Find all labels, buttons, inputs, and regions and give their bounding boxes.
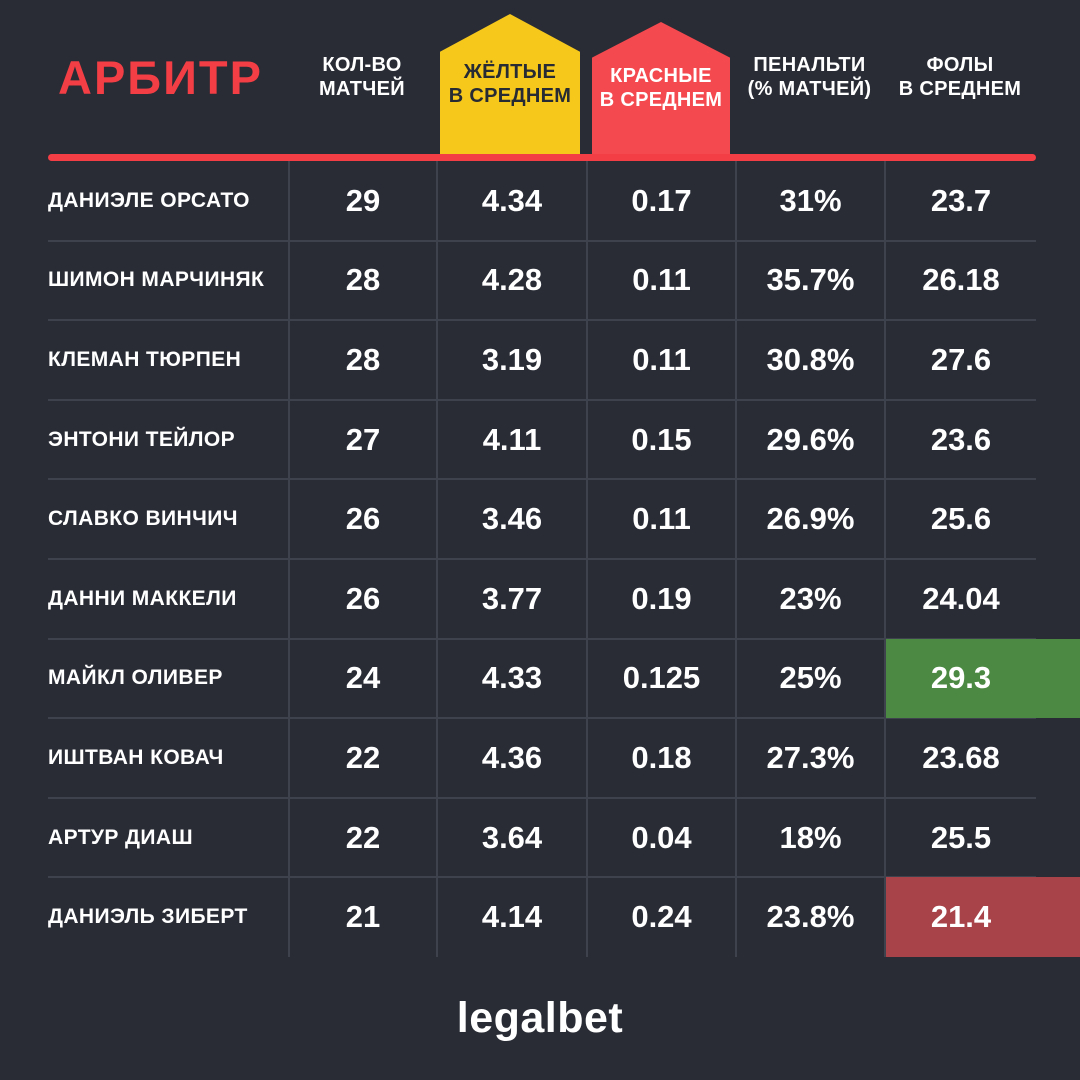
fouls-avg-cell: 25.6 bbox=[884, 479, 1080, 559]
red-cards-badge: КРАСНЫЕ В СРЕДНЕМ bbox=[592, 22, 730, 154]
yellow-avg-cell: 3.19 bbox=[436, 320, 586, 400]
matches-cell: 28 bbox=[288, 240, 436, 321]
fouls-avg-cell: 25.5 bbox=[884, 797, 1080, 878]
fouls-avg-cell: 23.68 bbox=[884, 718, 1080, 798]
fouls-avg-cell: 23.6 bbox=[884, 399, 1080, 480]
penalty-pct-cell: 35.7% bbox=[735, 240, 884, 321]
fouls-avg-cell: 26.18 bbox=[884, 240, 1080, 321]
penalty-pct-cell: 30.8% bbox=[735, 320, 884, 400]
table-row: ДАННИ МАККЕЛИ 26 3.77 0.19 23% 24.04 bbox=[0, 558, 1080, 640]
penalty-pct-cell: 27.3% bbox=[735, 718, 884, 798]
referee-name-cell: МАЙКЛ ОЛИВЕР bbox=[48, 666, 223, 690]
referee-name-cell: ДАННИ МАККЕЛИ bbox=[48, 586, 237, 610]
red-avg-cell: 0.11 bbox=[586, 320, 735, 400]
red-avg-cell: 0.24 bbox=[586, 877, 735, 957]
referee-name-cell: СЛАВКО ВИНЧИЧ bbox=[48, 507, 238, 531]
table-row: ШИМОН МАРЧИНЯК 28 4.28 0.11 35.7% 26.18 bbox=[0, 240, 1080, 321]
penalty-pct-cell: 29.6% bbox=[735, 399, 884, 480]
yellow-avg-cell: 4.36 bbox=[436, 718, 586, 798]
penalty-pct-cell: 26.9% bbox=[735, 479, 884, 559]
penalty-pct-cell: 25% bbox=[735, 638, 884, 719]
matches-cell: 28 bbox=[288, 320, 436, 400]
fouls-avg-cell: 23.7 bbox=[884, 161, 1080, 241]
table-row: АРТУР ДИАШ 22 3.64 0.04 18% 25.5 bbox=[0, 797, 1080, 878]
matches-cell: 22 bbox=[288, 718, 436, 798]
referee-name-cell: АРТУР ДИАШ bbox=[48, 825, 193, 849]
page-title: АРБИТР bbox=[58, 50, 263, 104]
yellow-avg-cell: 4.33 bbox=[436, 638, 586, 719]
referee-name-cell: ШИМОН МАРЧИНЯК bbox=[48, 268, 265, 292]
referee-name-cell: ИШТВАН КОВАЧ bbox=[48, 745, 224, 769]
column-header-yellow-avg: ЖЁЛТЫЕ В СРЕДНЕМ bbox=[448, 60, 572, 107]
yellow-cards-badge: ЖЁЛТЫЕ В СРЕДНЕМ bbox=[440, 14, 580, 154]
header-underline bbox=[48, 154, 1036, 161]
red-avg-cell: 0.11 bbox=[586, 240, 735, 321]
penalty-pct-cell: 18% bbox=[735, 797, 884, 878]
penalty-pct-cell: 23% bbox=[735, 558, 884, 639]
table-header: АРБИТР КОЛ-ВО МАТЧЕЙ ЖЁЛТЫЕ В СРЕДНЕМ КР… bbox=[0, 0, 1080, 161]
matches-cell: 26 bbox=[288, 479, 436, 559]
table-row: ДАНИЭЛЕ ОРСАТО 29 4.34 0.17 31% 23.7 bbox=[0, 161, 1080, 242]
red-avg-cell: 0.125 bbox=[586, 638, 735, 719]
footer: legalbet bbox=[0, 957, 1080, 1080]
legalbet-logo: legalbet bbox=[456, 994, 624, 1042]
yellow-avg-cell: 3.64 bbox=[436, 797, 586, 878]
yellow-avg-cell: 3.77 bbox=[436, 558, 586, 639]
table-body: ДАНИЭЛЕ ОРСАТО 29 4.34 0.17 31% 23.7 ШИМ… bbox=[0, 161, 1080, 957]
column-header-penalty-pct: ПЕНАЛЬТИ (% МАТЧЕЙ) bbox=[747, 53, 872, 100]
fouls-avg-cell: 24.04 bbox=[884, 558, 1080, 639]
table-row: СЛАВКО ВИНЧИЧ 26 3.46 0.11 26.9% 25.6 bbox=[0, 479, 1080, 560]
table-row: КЛЕМАН ТЮРПЕН 28 3.19 0.11 30.8% 27.6 bbox=[0, 320, 1080, 401]
column-header-fouls-avg: ФОЛЫ В СРЕДНЕМ bbox=[898, 53, 1022, 100]
penalty-pct-cell: 31% bbox=[735, 161, 884, 241]
referee-name-cell: ДАНИЭЛЬ ЗИБЕРТ bbox=[48, 905, 248, 929]
fouls-avg-cell: 27.6 bbox=[884, 320, 1080, 400]
red-avg-cell: 0.04 bbox=[586, 797, 735, 878]
table-row: ИШТВАН КОВАЧ 22 4.36 0.18 27.3% 23.68 bbox=[0, 718, 1080, 799]
matches-cell: 21 bbox=[288, 877, 436, 957]
yellow-avg-cell: 4.11 bbox=[436, 399, 586, 480]
matches-cell: 24 bbox=[288, 638, 436, 719]
yellow-avg-cell: 3.46 bbox=[436, 479, 586, 559]
red-avg-cell: 0.15 bbox=[586, 399, 735, 480]
column-header-matches: КОЛ-ВО МАТЧЕЙ bbox=[319, 53, 405, 100]
matches-cell: 22 bbox=[288, 797, 436, 878]
referee-name-cell: ДАНИЭЛЕ ОРСАТО bbox=[48, 188, 250, 212]
fouls-avg-cell: 21.4 bbox=[884, 877, 1080, 957]
red-avg-cell: 0.19 bbox=[586, 558, 735, 639]
matches-cell: 26 bbox=[288, 558, 436, 639]
penalty-pct-cell: 23.8% bbox=[735, 877, 884, 957]
fouls-avg-cell: 29.3 bbox=[884, 638, 1080, 719]
red-avg-cell: 0.11 bbox=[586, 479, 735, 559]
yellow-avg-cell: 4.34 bbox=[436, 161, 586, 241]
table-row: МАЙКЛ ОЛИВЕР 24 4.33 0.125 25% 29.3 bbox=[0, 638, 1080, 719]
referee-name-cell: КЛЕМАН ТЮРПЕН bbox=[48, 347, 242, 371]
red-avg-cell: 0.18 bbox=[586, 718, 735, 798]
referee-name-cell: ЭНТОНИ ТЕЙЛОР bbox=[48, 427, 236, 451]
matches-cell: 29 bbox=[288, 161, 436, 241]
yellow-avg-cell: 4.14 bbox=[436, 877, 586, 957]
column-header-red-avg: КРАСНЫЕ В СРЕДНЕМ bbox=[599, 64, 723, 111]
table-row: ЭНТОНИ ТЕЙЛОР 27 4.11 0.15 29.6% 23.6 bbox=[0, 399, 1080, 480]
red-avg-cell: 0.17 bbox=[586, 161, 735, 241]
table-row: ДАНИЭЛЬ ЗИБЕРТ 21 4.14 0.24 23.8% 21.4 bbox=[0, 877, 1080, 957]
matches-cell: 27 bbox=[288, 399, 436, 480]
yellow-avg-cell: 4.28 bbox=[436, 240, 586, 321]
